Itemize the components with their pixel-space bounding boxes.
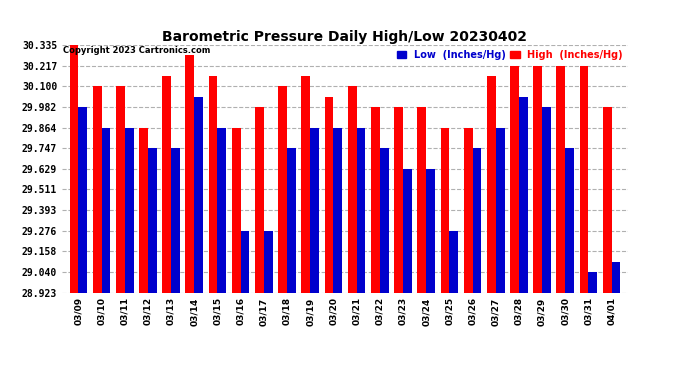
Bar (278, 86, 287, 375)
Title: Barometric Pressure Daily High/Low 20230402: Barometric Pressure Daily High/Low 20230… (163, 30, 527, 44)
Bar (565, 148, 574, 375)
Bar (79, 107, 87, 375)
Bar (394, 107, 403, 375)
Bar (403, 169, 412, 375)
Bar (417, 107, 426, 375)
Bar (348, 86, 357, 375)
Bar (542, 107, 551, 375)
Bar (70, 45, 79, 375)
Bar (116, 86, 125, 375)
Bar (426, 169, 435, 375)
Bar (611, 262, 620, 375)
Bar (241, 231, 250, 375)
Legend: Low  (Inches/Hg), High  (Inches/Hg): Low (Inches/Hg), High (Inches/Hg) (397, 50, 623, 60)
Bar (449, 231, 458, 375)
Bar (139, 128, 148, 375)
Bar (519, 96, 528, 375)
Bar (302, 76, 310, 375)
Bar (310, 128, 319, 375)
Bar (357, 128, 366, 375)
Bar (380, 148, 388, 375)
Bar (333, 128, 342, 375)
Bar (148, 148, 157, 375)
Text: Copyright 2023 Cartronics.com: Copyright 2023 Cartronics.com (63, 46, 210, 55)
Bar (556, 66, 565, 375)
Bar (264, 231, 273, 375)
Bar (195, 96, 203, 375)
Bar (487, 76, 495, 375)
Bar (510, 66, 519, 375)
Bar (208, 76, 217, 375)
Bar (101, 128, 110, 375)
Bar (495, 128, 504, 375)
Bar (324, 96, 333, 375)
Bar (171, 148, 180, 375)
Bar (440, 128, 449, 375)
Bar (580, 66, 589, 375)
Bar (287, 148, 296, 375)
Bar (533, 66, 542, 375)
Bar (603, 107, 611, 375)
Bar (186, 56, 195, 375)
Bar (589, 272, 598, 375)
Bar (92, 86, 101, 375)
Bar (473, 148, 482, 375)
Bar (217, 128, 226, 375)
Bar (464, 128, 473, 375)
Bar (232, 128, 241, 375)
Bar (371, 107, 380, 375)
Bar (255, 107, 264, 375)
Bar (162, 76, 171, 375)
Bar (125, 128, 134, 375)
